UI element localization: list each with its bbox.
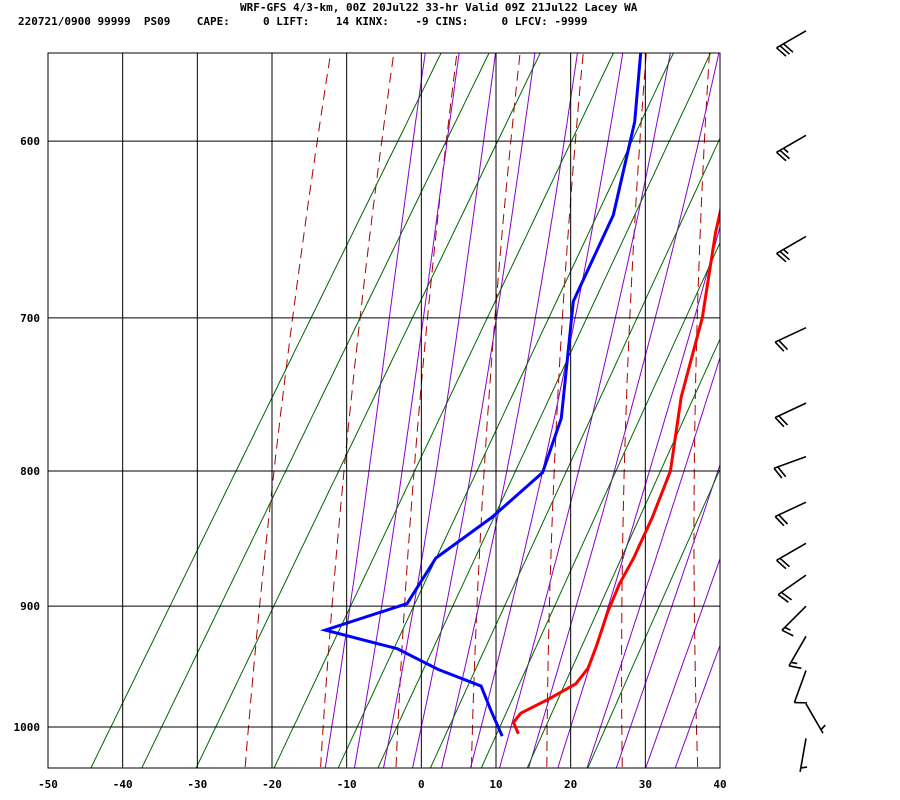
temperature-tick-label: -10 [337, 778, 357, 791]
wind-barb [774, 402, 807, 428]
dry-adiabat [244, 53, 332, 768]
chart-title: WRF-GFS 4/3-km, 00Z 20Jul22 33-hr Valid … [240, 1, 638, 14]
dry-adiabat [320, 53, 395, 768]
mixing-ratio-line [587, 468, 720, 768]
temperature-tick-label: 0 [418, 778, 425, 791]
wind-barb [781, 605, 807, 637]
dewpoint-profile [319, 53, 643, 737]
temperature-profile [511, 205, 720, 735]
wind-barb [793, 670, 808, 704]
pressure-tick-label: 900 [20, 600, 40, 613]
chart-subtitle: 220721/0900 99999 PS09 CAPE: 0 LIFT: 14 … [18, 15, 588, 28]
mixing-ratio-line [480, 241, 720, 768]
mixing-ratio-line [429, 137, 720, 768]
dry-adiabat [470, 53, 521, 768]
mixing-ratio-line [377, 53, 712, 768]
temperature-tick-label: -30 [187, 778, 207, 791]
moist-adiabat [615, 463, 720, 768]
wind-barb [799, 738, 808, 773]
dry-adiabat [693, 53, 710, 768]
moist-adiabat [499, 53, 671, 768]
moist-adiabat [382, 53, 497, 768]
mixing-ratio-line [337, 53, 675, 768]
pressure-tick-label: 600 [20, 135, 40, 148]
wind-barb [776, 235, 807, 263]
moist-adiabat [353, 53, 460, 768]
temperature-tick-label: -40 [113, 778, 133, 791]
temperature-tick-label: 10 [489, 778, 502, 791]
dry-adiabat [546, 53, 584, 768]
moist-adiabat [674, 643, 720, 768]
wind-barb [777, 574, 807, 603]
grid-lines [47, 53, 721, 768]
wind-barb [788, 635, 807, 670]
temperature-tick-label: 20 [564, 778, 577, 791]
wind-barb [776, 30, 807, 57]
mixing-ratio-line [141, 53, 490, 768]
mixing-ratio-line [195, 53, 541, 768]
wind-barb [774, 326, 807, 352]
temperature-tick-label: -20 [262, 778, 282, 791]
moist-adiabat [324, 53, 426, 768]
pressure-tick-label: 700 [20, 312, 40, 325]
temperature-tick-label: 30 [639, 778, 652, 791]
pressure-tick-label: 800 [20, 465, 40, 478]
wind-barb [774, 501, 807, 527]
dry-adiabat [832, 0, 859, 783]
plot-frame [47, 52, 721, 769]
mixing-ratio-line [90, 53, 442, 768]
wind-barb [773, 455, 807, 479]
dry-adiabat [764, 0, 802, 783]
wind-barbs [773, 30, 826, 773]
wind-barb [776, 542, 807, 570]
dry-adiabat [621, 53, 647, 768]
temperature-tick-label: 40 [713, 778, 726, 791]
wind-barb [805, 703, 826, 734]
pressure-tick-label: 1000 [14, 721, 41, 734]
moist-adiabat [645, 557, 720, 768]
mixing-ratio-line [273, 53, 615, 768]
moist-adiabat [412, 53, 536, 768]
moist-adiabat [528, 53, 720, 768]
temperature-tick-label: -50 [38, 778, 58, 791]
moist-adiabat [441, 53, 578, 768]
moist-adiabat [586, 355, 720, 768]
mixing-ratio-line [526, 337, 720, 768]
moist-adiabat [470, 53, 624, 768]
sounding-series [319, 53, 720, 737]
dry-adiabat [395, 53, 458, 768]
background-lines [90, 0, 859, 783]
axis-labels: 4005006007008009001000-50-40-30-20-10010… [14, 135, 727, 791]
wind-barb [776, 134, 807, 162]
